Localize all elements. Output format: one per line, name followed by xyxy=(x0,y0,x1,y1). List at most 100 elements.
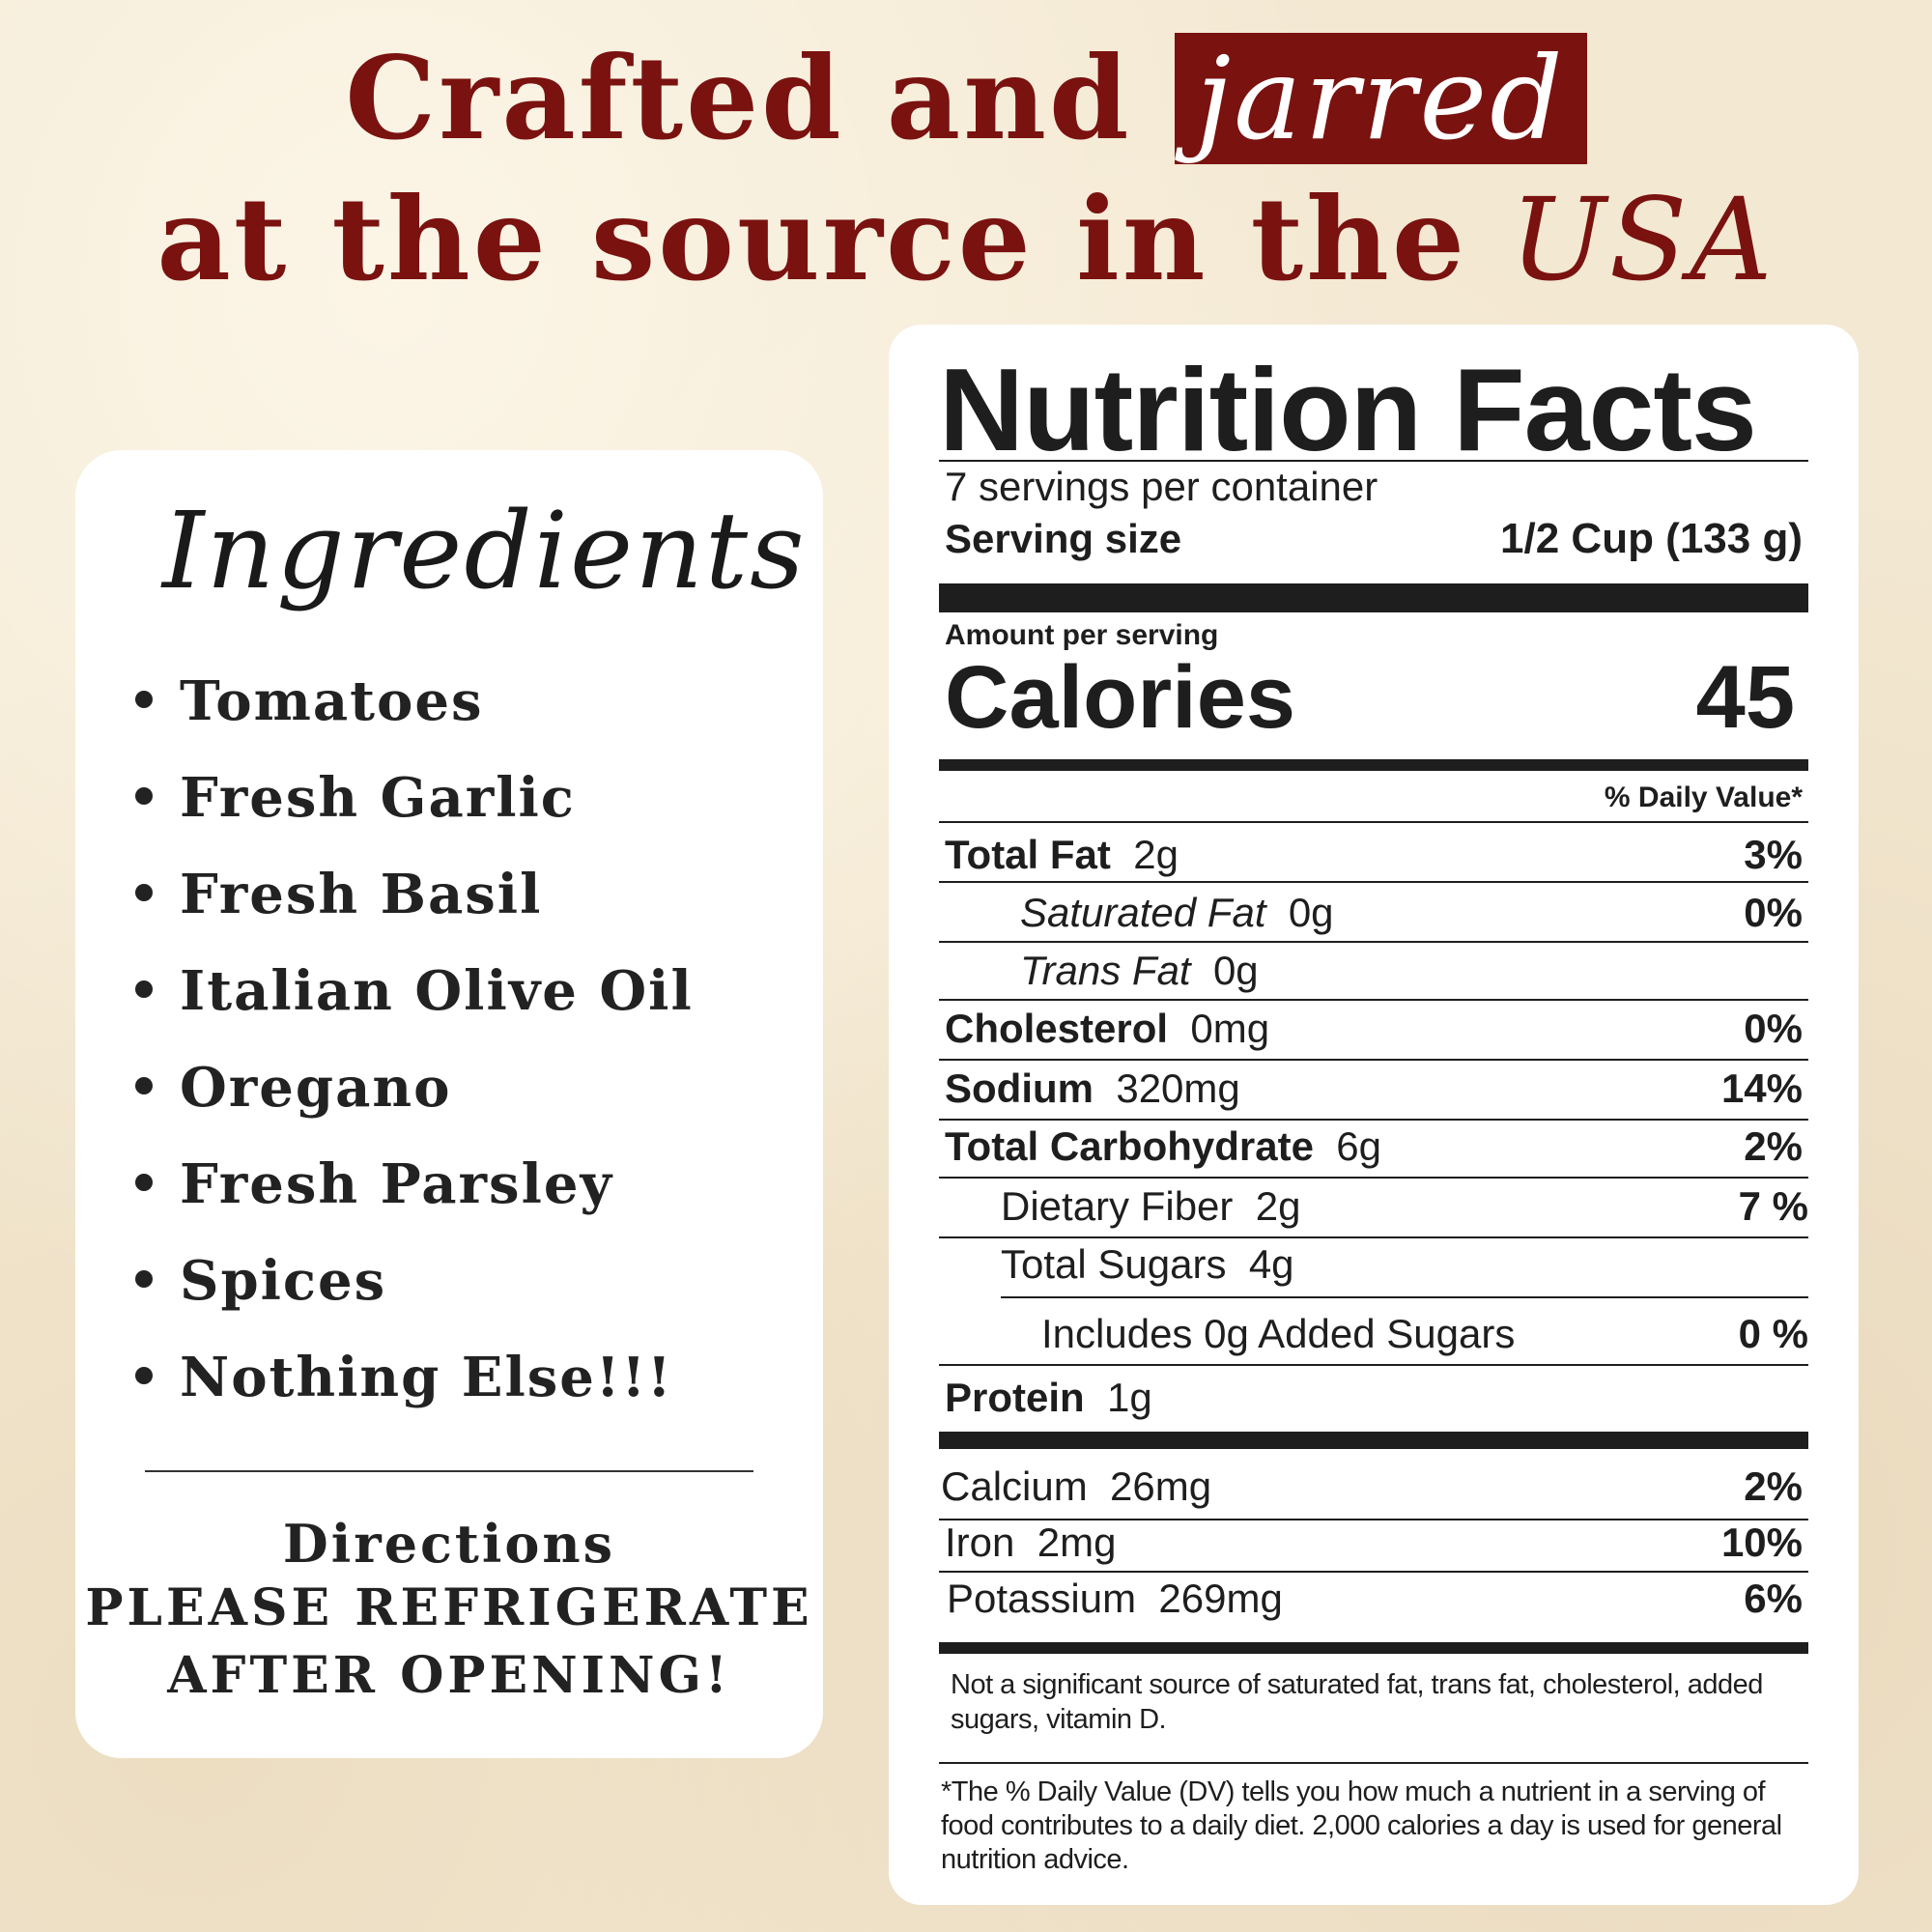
nutrient-label: Dietary Fiber xyxy=(1001,1183,1234,1229)
bullet-icon xyxy=(135,884,153,902)
ingredient-label: Oregano xyxy=(180,1056,452,1120)
sodium-row: Sodium 320mg xyxy=(945,1065,1240,1113)
ingredient-label: Nothing Else!!! xyxy=(180,1346,673,1409)
nutrient-amount: 0mg xyxy=(1190,1006,1270,1051)
bullet-icon xyxy=(135,1270,153,1289)
daily-value-footnote: *The % Daily Value (DV) tells you how mu… xyxy=(941,1776,1782,1875)
calories-label: Calories xyxy=(945,648,1296,747)
dietary-fiber-dv: 7 % xyxy=(1738,1183,1808,1229)
list-item: Fresh Basil xyxy=(135,846,694,943)
nutrient-amount: 2g xyxy=(1133,832,1179,877)
daily-value-header: % Daily Value* xyxy=(1604,781,1803,813)
iron-dv: 10% xyxy=(1720,1520,1803,1565)
serving-size-label: Serving size xyxy=(945,516,1182,561)
potassium-row: Potassium 269mg xyxy=(947,1575,1283,1623)
nutrient-label: Calcium xyxy=(941,1463,1088,1509)
ingredients-list: Tomatoes Fresh Garlic Fresh Basil Italia… xyxy=(135,653,694,1426)
cholesterol-dv: 0% xyxy=(1744,1006,1803,1051)
total-fat-dv: 3% xyxy=(1744,832,1803,877)
divider xyxy=(939,1119,1808,1121)
divider xyxy=(939,1059,1808,1061)
divider xyxy=(939,941,1808,943)
total-fat-row: Total Fat 2g xyxy=(945,831,1179,879)
divider xyxy=(939,881,1808,883)
amount-per-serving: Amount per serving xyxy=(945,619,1219,651)
servings-per-container: 7 servings per container xyxy=(945,464,1378,509)
total-sugars-row: Total Sugars 4g xyxy=(1001,1240,1294,1289)
ingredients-title: Ingredients xyxy=(162,489,807,612)
divider xyxy=(939,1571,1808,1573)
trans-fat-row: Trans Fat 0g xyxy=(1020,947,1259,995)
added-sugars-row: Includes 0g Added Sugars xyxy=(1041,1311,1516,1356)
dietary-fiber-row: Dietary Fiber 2g xyxy=(1001,1182,1300,1231)
nutrient-amount: 1g xyxy=(1107,1375,1152,1420)
ingredient-label: Tomatoes xyxy=(180,669,484,733)
headline-line-1: Crafted and jarred xyxy=(0,31,1932,166)
list-item: Italian Olive Oil xyxy=(135,943,694,1039)
protein-row: Protein 1g xyxy=(945,1374,1152,1422)
ingredient-label: Fresh Parsley xyxy=(180,1152,614,1216)
ingredient-label: Fresh Basil xyxy=(180,863,543,926)
divider xyxy=(939,1519,1808,1520)
divider xyxy=(939,1364,1808,1366)
directions-title: Directions xyxy=(282,1513,616,1575)
calcium-dv: 2% xyxy=(1744,1463,1803,1509)
bullet-icon xyxy=(135,1174,153,1192)
total-carbohydrate-row: Total Carbohydrate 6g xyxy=(945,1122,1381,1171)
potassium-dv: 6% xyxy=(1744,1576,1803,1621)
nutrition-note: Not a significant source of saturated fa… xyxy=(951,1669,1763,1735)
directions-line-2: AFTER OPENING! xyxy=(167,1646,731,1705)
headline-line-2: at the source in the USA xyxy=(0,172,1932,307)
nutrient-label: Total Sugars xyxy=(1001,1241,1227,1287)
ingredient-label: Fresh Garlic xyxy=(180,766,576,830)
cholesterol-row: Cholesterol 0mg xyxy=(945,1005,1269,1053)
nutrition-title: Nutrition Facts xyxy=(939,344,1757,475)
saturated-fat-row: Saturated Fat 0g xyxy=(1020,889,1334,937)
bullet-icon xyxy=(135,1077,153,1095)
nutrient-amount: 2g xyxy=(1255,1183,1301,1229)
nutrient-label: Iron xyxy=(945,1520,1015,1565)
list-item: Fresh Garlic xyxy=(135,750,694,846)
nutrition-facts-card: Nutrition Facts 7 servings per container… xyxy=(889,325,1859,1905)
nutrient-label: Trans Fat xyxy=(1020,948,1191,993)
nutrient-amount: 4g xyxy=(1248,1241,1294,1287)
nutrient-amount: 0g xyxy=(1212,948,1259,993)
thick-divider xyxy=(939,583,1808,612)
nutrient-amount: 0g xyxy=(1288,890,1334,935)
nutrient-label: Total Carbohydrate xyxy=(945,1123,1314,1169)
ingredient-label: Italian Olive Oil xyxy=(180,959,694,1023)
headline-text-plain: Crafted and xyxy=(345,31,1132,165)
divider xyxy=(939,821,1808,823)
nutrient-amount: 320mg xyxy=(1116,1065,1240,1111)
medium-divider xyxy=(939,759,1808,771)
headline-highlight: jarred xyxy=(1174,33,1587,164)
list-item: Fresh Parsley xyxy=(135,1136,694,1233)
ingredient-label: Spices xyxy=(180,1249,387,1313)
divider xyxy=(939,1177,1808,1179)
headline-italic: USA xyxy=(1510,173,1776,306)
divider xyxy=(939,999,1808,1001)
nutrient-label: Total Fat xyxy=(945,832,1111,877)
list-item: Tomatoes xyxy=(135,653,694,750)
bullet-icon xyxy=(135,691,153,709)
thick-divider xyxy=(939,1432,1808,1449)
nutrient-amount: 6g xyxy=(1336,1123,1381,1169)
bullet-icon xyxy=(135,1367,153,1385)
nutrient-label: Saturated Fat xyxy=(1020,890,1266,935)
ingredients-card: Ingredients Tomatoes Fresh Garlic Fresh … xyxy=(75,450,823,1758)
nutrient-label: Protein xyxy=(945,1375,1085,1420)
list-item: Spices xyxy=(135,1233,694,1329)
directions-line-1: PLEASE REFRIGERATE xyxy=(85,1578,813,1637)
divider xyxy=(939,1762,1808,1764)
sodium-dv: 14% xyxy=(1720,1065,1803,1111)
serving-size-value: 1/2 Cup (133 g) xyxy=(1500,515,1803,562)
iron-row: Iron 2mg xyxy=(945,1519,1116,1567)
saturated-fat-dv: 0% xyxy=(1744,890,1803,935)
nutrient-label: Potassium xyxy=(947,1576,1137,1621)
nutrient-amount: 26mg xyxy=(1110,1463,1212,1509)
added-sugars-dv: 0 % xyxy=(1738,1311,1808,1356)
nutrient-amount: 2mg xyxy=(1037,1520,1117,1565)
medium-divider xyxy=(939,1642,1808,1654)
divider xyxy=(939,460,1808,462)
nutrient-label: Cholesterol xyxy=(945,1006,1169,1051)
